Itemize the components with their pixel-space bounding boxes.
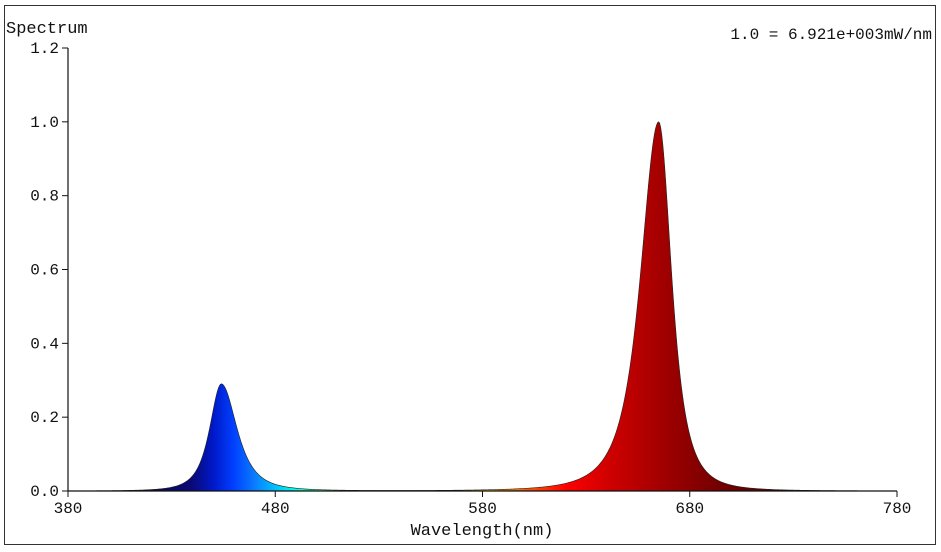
y-tick-label: 0.0 xyxy=(30,483,59,501)
y-tick-label: 1.0 xyxy=(30,114,59,132)
x-tick-label: 480 xyxy=(261,500,290,518)
x-tick-label: 380 xyxy=(54,500,83,518)
spectrum-area xyxy=(68,121,897,491)
y-tick-label: 0.2 xyxy=(30,409,59,427)
x-axis-title: Wavelength(nm) xyxy=(411,522,554,541)
chart-title: Spectrum xyxy=(6,20,88,39)
x-tick-label: 780 xyxy=(883,500,912,518)
x-tick-label: 580 xyxy=(468,500,497,518)
y-tick-label: 1.2 xyxy=(30,40,59,58)
x-ticks: 380 480 580 680 780 xyxy=(54,491,912,518)
chart-frame xyxy=(4,5,936,545)
y-tick-label: 0.4 xyxy=(30,335,59,353)
scale-annotation: 1.0 = 6.921e+003mW/nm xyxy=(730,26,932,44)
x-tick-label: 680 xyxy=(675,500,704,518)
y-ticks: 0.0 0.2 0.4 0.6 0.8 1.0 1.2 xyxy=(30,40,68,501)
y-tick-label: 0.6 xyxy=(30,262,59,280)
y-tick-label: 0.8 xyxy=(30,188,59,206)
spectrum-outline xyxy=(68,121,897,492)
